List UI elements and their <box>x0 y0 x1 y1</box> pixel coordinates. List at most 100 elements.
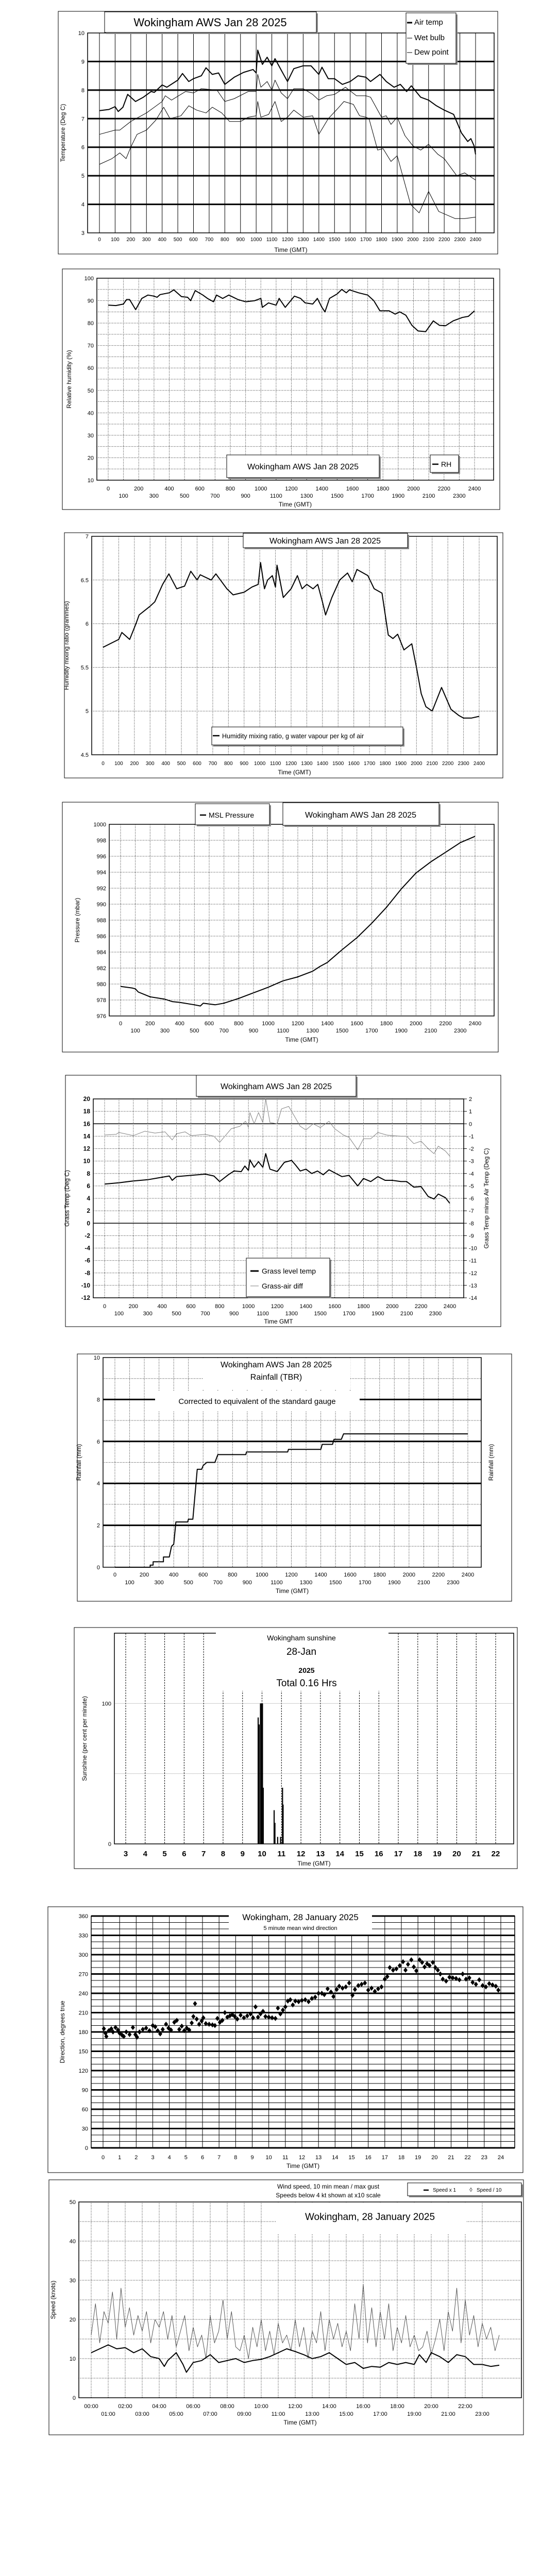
x-tick-label: 12 <box>297 1850 306 1858</box>
x-axis-label: Time (GMT) <box>279 501 312 508</box>
x-tick-label: 1200 <box>285 486 297 492</box>
y-tick-label: 976 <box>97 1013 106 1020</box>
sunshine-bar <box>260 1703 261 1844</box>
x-tick-label: 24 <box>498 2155 504 2161</box>
x-tick-label: 1500 <box>314 1311 327 1317</box>
y-tick-label: 1000 <box>94 822 106 828</box>
y-tick-label: 2 <box>87 1207 90 1214</box>
x-tick-label: 100 <box>111 237 120 243</box>
x-tick-label: 1800 <box>377 486 389 492</box>
x-tick-label: 21 <box>472 1850 481 1858</box>
y-tick-label: 330 <box>79 1933 88 1939</box>
data-point <box>447 1974 452 1980</box>
data-point <box>220 2018 225 2023</box>
data-point <box>104 2033 109 2039</box>
x-tick-label: 500 <box>172 1311 181 1317</box>
y-tick-label: 50 <box>88 388 94 394</box>
x-tick-label: 800 <box>228 1572 237 1578</box>
x-tick-label: 100 <box>125 1580 134 1586</box>
x-tick-label: 800 <box>234 1021 243 1027</box>
y-tick-label: 50 <box>70 2199 76 2206</box>
x-tick-label: 200 <box>145 1021 155 1027</box>
series-line-max-gust <box>91 2284 500 2359</box>
x-tick-label: 700 <box>205 237 214 243</box>
x-tick-label: 2000 <box>410 1021 422 1027</box>
data-point <box>276 2005 280 2011</box>
y-tick-label: 8 <box>81 88 84 94</box>
data-point <box>433 1965 437 1970</box>
y-axis-label: Pressure (mbar) <box>74 898 81 943</box>
title-area <box>229 1910 372 1935</box>
x-tick-label: 2100 <box>417 1580 430 1586</box>
legend-label: Grass level temp <box>262 1267 316 1275</box>
data-point <box>356 1983 361 1988</box>
y-tick-label: 10 <box>78 30 84 37</box>
data-point <box>253 2004 258 2010</box>
data-point <box>334 1987 339 1992</box>
plot-area <box>78 2201 522 2398</box>
x-tick-label: 1200 <box>282 237 294 243</box>
data-point <box>144 2025 148 2031</box>
x-tick-label: 1300 <box>301 761 313 767</box>
data-point <box>457 1977 462 1982</box>
x-tick-label: 1400 <box>300 1303 312 1310</box>
title-box <box>104 11 317 33</box>
x-tick-label: 1300 <box>285 1311 298 1317</box>
x-tick-label: 500 <box>180 493 189 499</box>
x-tick-label: 14:00 <box>322 2403 336 2410</box>
data-point <box>291 2002 295 2008</box>
x-tick-label: 300 <box>154 1580 163 1586</box>
x-tick-label: 1700 <box>364 761 376 767</box>
legend-box <box>430 454 459 473</box>
y-tick-label: 0 <box>87 1219 90 1227</box>
x-tick-label: 14 <box>335 1850 344 1858</box>
x-tick-label: 1500 <box>329 237 341 243</box>
x-tick-label: 2400 <box>468 486 481 492</box>
sunshine-bar <box>277 1837 278 1844</box>
y2-tick-label: -12 <box>469 1270 477 1277</box>
series-line-dew-point <box>99 101 476 219</box>
x-tick-label: 23 <box>481 2155 487 2161</box>
x-tick-label: 300 <box>149 493 159 499</box>
x-tick-label: 11 <box>277 1850 285 1858</box>
data-point <box>281 2007 285 2013</box>
x-tick-label: 2300 <box>429 1311 442 1317</box>
y-tick-label: 6 <box>87 1182 90 1190</box>
x-tick-label: 12:00 <box>288 2403 302 2410</box>
x-tick-label: 17 <box>394 1850 403 1858</box>
data-point <box>168 2027 173 2033</box>
x-tick-label: 1900 <box>392 493 404 499</box>
data-point <box>477 1977 482 1982</box>
x-tick-label: 600 <box>193 761 201 767</box>
data-point <box>385 1974 390 1979</box>
x-tick-label: 700 <box>200 1311 210 1317</box>
data-point <box>147 2028 152 2033</box>
x-tick-label: 500 <box>190 1028 199 1034</box>
chart-note: Speeds below 4 kt shown at x10 scale <box>276 2192 381 2199</box>
annotation-area <box>155 1391 360 1412</box>
chart-grass-temperature: 0100200300400500600700800900100011001200… <box>63 1075 501 1327</box>
x-tick-label: 1400 <box>314 1572 327 1578</box>
x-tick-label: 0 <box>98 237 101 243</box>
y-tick-label: 20 <box>88 455 94 461</box>
y-tick-label: 60 <box>88 365 94 371</box>
data-point <box>194 2016 199 2022</box>
x-tick-label: 16 <box>365 2155 371 2161</box>
y2-tick-label: -5 <box>469 1183 474 1190</box>
x-tick-label: 08:00 <box>220 2403 234 2410</box>
data-point <box>467 1975 471 1980</box>
y-tick-label: 0 <box>108 1841 111 1848</box>
x-tick-label: 700 <box>219 1028 228 1034</box>
y-axis-label: Temperature (Deg C) <box>59 104 66 162</box>
data-point <box>296 1999 301 2005</box>
x-tick-label: 20 <box>431 2155 437 2161</box>
x-axis-label: Time (GMT) <box>283 2419 316 2426</box>
x-tick-label: 04:00 <box>152 2403 166 2410</box>
x-tick-label: 2200 <box>439 1021 451 1027</box>
y-tick-label: 4 <box>81 202 84 208</box>
x-tick-label: 6 <box>182 1850 186 1858</box>
title-box <box>282 802 439 826</box>
data-point <box>322 1992 327 1997</box>
y-tick-label: 240 <box>79 1991 88 1997</box>
y-tick-label: 996 <box>97 854 106 860</box>
